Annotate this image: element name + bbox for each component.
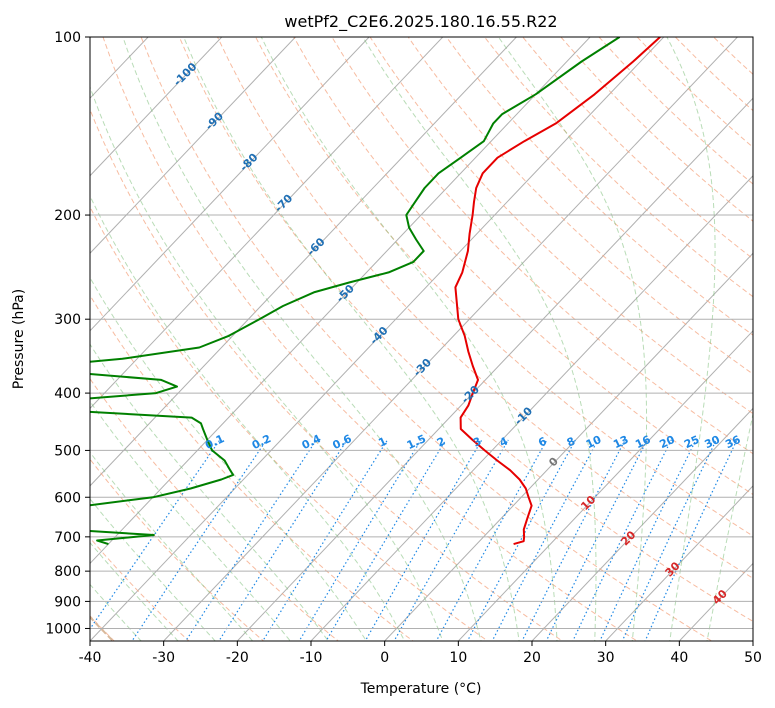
dry-adiabat-line bbox=[140, 37, 713, 641]
pressure-grid bbox=[90, 37, 753, 629]
mixing-ratio-label: 20 bbox=[657, 433, 677, 451]
isotherm-line bbox=[310, 175, 753, 641]
mixing-ratio-line bbox=[621, 439, 717, 641]
x-tick-label: -10 bbox=[300, 650, 323, 666]
x-tick-label: -30 bbox=[152, 650, 175, 666]
x-tick-label: 30 bbox=[597, 650, 615, 666]
dry-adiabat-line bbox=[90, 108, 564, 641]
mixing-ratio-label: 30 bbox=[703, 433, 723, 451]
mixing-ratio-line bbox=[364, 439, 483, 641]
moist-adiabat-line bbox=[90, 583, 142, 641]
isotherm-line bbox=[236, 97, 753, 641]
isotherm-line bbox=[90, 37, 223, 177]
y-axis-title: Pressure (hPa) bbox=[11, 289, 27, 389]
temperature-profile-line bbox=[454, 37, 661, 546]
mixing-ratio-label: 36 bbox=[723, 433, 743, 451]
moist-adiabat-line bbox=[260, 37, 558, 641]
moist-adiabat-line bbox=[90, 276, 367, 641]
dry-adiabat-line bbox=[216, 37, 753, 579]
x-tick-label: 50 bbox=[744, 650, 762, 666]
y-tick-label: 800 bbox=[54, 564, 81, 580]
mixing-ratio-line bbox=[218, 439, 348, 641]
isotherm-line bbox=[604, 485, 753, 641]
y-tick-label: 900 bbox=[54, 594, 81, 610]
x-tick-label: 20 bbox=[523, 650, 541, 666]
mixing-ratio-line bbox=[466, 439, 576, 641]
dry-adiabat-line bbox=[483, 37, 753, 298]
moist-adiabat-line bbox=[183, 37, 520, 641]
isotherm-line bbox=[90, 37, 665, 641]
x-tick-label: 10 bbox=[449, 650, 467, 666]
mixing-ratio-label: 10 bbox=[584, 433, 604, 451]
background-lines bbox=[90, 37, 753, 641]
chart-title: wetPf2_C2E6.2025.180.16.55.R22 bbox=[284, 12, 557, 32]
isotherm-line bbox=[90, 37, 444, 410]
moist-adiabat-line bbox=[90, 541, 179, 641]
mixing-ratio-line bbox=[644, 439, 738, 641]
moist-adiabat-line bbox=[706, 411, 753, 641]
y-tick-label: 600 bbox=[54, 490, 81, 506]
mixing-ratio-line bbox=[491, 439, 599, 641]
mixing-ratio-label: 25 bbox=[682, 433, 701, 451]
y-tick-label: 1000 bbox=[45, 621, 81, 637]
mixing-ratio-line bbox=[393, 439, 509, 641]
mixing-ratio-line bbox=[435, 439, 548, 641]
isotherm-line bbox=[90, 37, 591, 565]
moist-adiabat-line bbox=[497, 37, 648, 641]
dry-adiabat-line bbox=[331, 37, 753, 455]
profile-series bbox=[90, 37, 661, 546]
dry-adiabat-line bbox=[90, 294, 414, 641]
dry-adiabat-line bbox=[445, 37, 753, 336]
x-axis: -40 -30 -20 -10 0 10 20 30 40 50 bbox=[79, 641, 762, 666]
dry-adiabat-line bbox=[369, 37, 753, 415]
x-tick-label: 40 bbox=[670, 650, 688, 666]
y-tick-label: 200 bbox=[54, 208, 81, 224]
mixing-ratio-line bbox=[545, 439, 648, 641]
x-tick-label: -40 bbox=[79, 650, 102, 666]
y-tick-label: 500 bbox=[54, 443, 81, 459]
plot-frame bbox=[89, 36, 754, 642]
moist-adiabat-line bbox=[666, 37, 716, 641]
isotherm-line bbox=[162, 37, 739, 641]
x-tick-label: -20 bbox=[226, 650, 249, 666]
x-tick-label: 0 bbox=[380, 650, 389, 666]
dry-adiabat-line bbox=[90, 377, 340, 641]
y-tick-label: 300 bbox=[54, 312, 81, 328]
y-axis: 100 200 300 400 500 600 700 800 900 1000 bbox=[45, 30, 90, 637]
y-tick-label: 100 bbox=[54, 30, 81, 46]
mixing-ratio-label: 16 bbox=[633, 433, 653, 451]
mixing-ratio-line bbox=[298, 439, 422, 641]
mixing-ratio-label: 13 bbox=[611, 433, 630, 451]
mixing-ratio-line bbox=[521, 439, 626, 641]
moist-adiabat-line bbox=[90, 451, 254, 641]
dry-adiabat-line bbox=[90, 458, 265, 641]
dry-adiabat-line bbox=[255, 37, 753, 537]
mixing-ratio-line bbox=[572, 439, 672, 641]
moist-adiabat-line bbox=[122, 37, 482, 641]
y-tick-label: 400 bbox=[54, 386, 81, 402]
isotherm-line bbox=[90, 37, 297, 255]
isotherm-line bbox=[531, 407, 753, 641]
dewpoint-profile-line bbox=[90, 37, 621, 546]
y-tick-label: 700 bbox=[54, 530, 81, 546]
isotherm-line bbox=[90, 37, 370, 332]
mixing-ratio-line bbox=[185, 439, 317, 641]
x-axis-title: Temperature (°C) bbox=[360, 681, 482, 697]
mixing-ratio-line bbox=[599, 439, 697, 641]
dry-adiabat-line bbox=[178, 37, 753, 622]
dry-adiabat-line bbox=[90, 205, 489, 641]
moist-adiabat-line bbox=[90, 498, 216, 641]
mixing-ratio-line bbox=[325, 439, 447, 641]
moist-adiabat-line bbox=[362, 37, 597, 641]
isotherm-line bbox=[383, 252, 753, 641]
